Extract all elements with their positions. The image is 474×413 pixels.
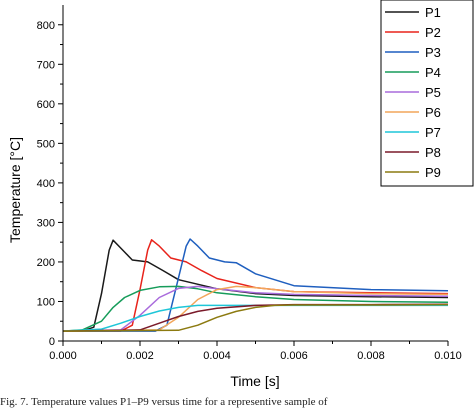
legend-label-p7: P7 (425, 125, 441, 140)
y-tick-label: 200 (37, 257, 55, 269)
legend-label-p8: P8 (425, 145, 441, 160)
x-tick-label: 0.000 (49, 350, 77, 362)
legend-box (380, 0, 474, 187)
series-line-p4 (62, 285, 449, 332)
series-line-p6 (62, 285, 449, 332)
legend-label-p6: P6 (425, 105, 441, 120)
axes: 0.000 0.002 0.004 0.006 0.008 0.010 0 100 200 300… (37, 5, 462, 362)
line-chart: 0.000 0.002 0.004 0.006 0.008 0.010 0 100 200 300… (7, 0, 474, 389)
series-lines (62, 238, 449, 332)
series-line-p9 (62, 303, 449, 332)
legend-label-p2: P2 (425, 25, 441, 40)
x-axis-label: Time [s] (230, 373, 279, 389)
y-tick-label: 300 (37, 217, 55, 229)
x-tick-label: 0.008 (357, 350, 385, 362)
figure-caption: Fig. 7. Temperature values P1–P9 versus … (0, 396, 328, 408)
y-tick-label: 400 (37, 178, 55, 190)
legend-label-p5: P5 (425, 85, 441, 100)
legend-label-p3: P3 (425, 45, 441, 60)
y-tick-label: 700 (37, 59, 55, 71)
legend: P1 P2 P3 P4 P5 P6 P7 P8 P9 (380, 0, 474, 187)
legend-label-p9: P9 (425, 165, 441, 180)
y-tick-label: 100 (37, 296, 55, 308)
series-line-p1 (63, 239, 449, 332)
y-tick-label: 0 (49, 336, 55, 348)
series-line-p2 (63, 239, 449, 332)
x-tick-label: 0.002 (126, 350, 154, 362)
x-tick-label: 0.004 (203, 350, 231, 362)
x-tick-label: 0.010 (434, 350, 462, 362)
series-line-p3 (63, 238, 449, 332)
x-tick-label: 0.006 (280, 350, 308, 362)
y-tick-label: 600 (37, 99, 55, 111)
series-line-p5 (62, 285, 449, 332)
legend-label-p1: P1 (425, 5, 441, 20)
series-line-p7 (62, 304, 448, 332)
y-axis-label: Temperature [°C] (7, 137, 23, 243)
y-tick-label: 500 (37, 138, 55, 150)
legend-label-p4: P4 (425, 65, 441, 80)
series-line-p8 (62, 303, 449, 332)
y-tick-label: 800 (37, 20, 55, 32)
